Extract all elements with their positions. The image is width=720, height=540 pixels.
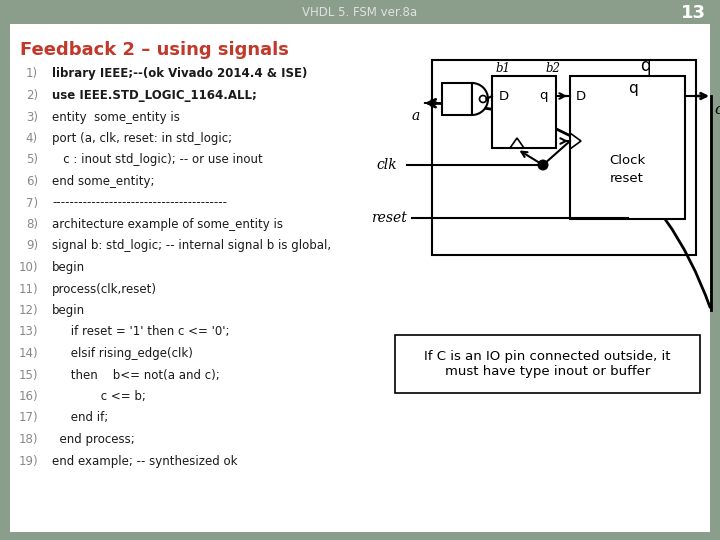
Text: use IEEE.STD_LOGIC_1164.ALL;: use IEEE.STD_LOGIC_1164.ALL;	[52, 89, 257, 102]
Text: q: q	[628, 80, 638, 96]
Bar	[395, 335, 700, 393]
Text: end some_entity;: end some_entity;	[52, 175, 155, 188]
Text: entity  some_entity is: entity some_entity is	[52, 111, 180, 124]
Text: 1): 1)	[26, 68, 38, 80]
Circle shape	[538, 159, 549, 171]
Bar	[492, 76, 556, 148]
Text: 13: 13	[680, 4, 706, 22]
Circle shape	[480, 96, 487, 103]
Text: end process;: end process;	[52, 433, 135, 446]
Text: process(clk,reset): process(clk,reset)	[52, 282, 157, 295]
Text: reset: reset	[371, 211, 407, 225]
Text: port (a, clk, reset: in std_logic;: port (a, clk, reset: in std_logic;	[52, 132, 232, 145]
Text: architecture example of some_entity is: architecture example of some_entity is	[52, 218, 283, 231]
Text: then    b<= not(a and c);: then b<= not(a and c);	[52, 368, 220, 381]
Bar	[570, 76, 685, 219]
Bar	[432, 60, 696, 255]
Text: Clock: Clock	[609, 154, 645, 167]
Text: VHDL 5. FSM ver.8a: VHDL 5. FSM ver.8a	[302, 6, 418, 19]
Text: c <= b;: c <= b;	[52, 390, 146, 403]
Text: D: D	[576, 90, 586, 103]
Text: signal b: std_logic; -- internal signal b is global,: signal b: std_logic; -- internal signal …	[52, 240, 331, 253]
Text: 12): 12)	[19, 304, 38, 317]
Text: begin: begin	[52, 304, 85, 317]
Text: if reset = '1' then c <= '0';: if reset = '1' then c <= '0';	[52, 326, 230, 339]
Text: 11): 11)	[19, 282, 38, 295]
Text: c : inout std_logic); -- or use inout: c : inout std_logic); -- or use inout	[52, 153, 263, 166]
Text: 15): 15)	[19, 368, 38, 381]
Text: 8): 8)	[26, 218, 38, 231]
Wedge shape	[472, 83, 488, 115]
Text: elsif rising_edge(clk): elsif rising_edge(clk)	[52, 347, 193, 360]
Text: q: q	[640, 57, 651, 75]
Text: end if;: end if;	[52, 411, 108, 424]
Text: 18): 18)	[19, 433, 38, 446]
Text: b2: b2	[545, 62, 560, 75]
Bar	[442, 83, 472, 115]
Text: If C is an IO pin connected outside, it
must have type inout or buffer: If C is an IO pin connected outside, it …	[424, 350, 671, 378]
FancyArrowPatch shape	[428, 99, 710, 307]
Text: 5): 5)	[26, 153, 38, 166]
Text: 13): 13)	[19, 326, 38, 339]
Text: reset: reset	[610, 172, 644, 185]
Text: 7): 7)	[26, 197, 38, 210]
Text: a: a	[412, 109, 420, 123]
Text: end example; -- synthesized ok: end example; -- synthesized ok	[52, 455, 238, 468]
Text: c: c	[714, 103, 720, 117]
Text: q: q	[539, 90, 547, 103]
Text: Feedback 2 – using signals: Feedback 2 – using signals	[20, 41, 289, 59]
Text: ----------------------------------------: ----------------------------------------	[52, 197, 227, 210]
Text: 9): 9)	[26, 240, 38, 253]
Text: b1: b1	[495, 62, 510, 75]
Text: 19): 19)	[19, 455, 38, 468]
Text: 17): 17)	[19, 411, 38, 424]
Text: 4): 4)	[26, 132, 38, 145]
Text: clk: clk	[377, 158, 397, 172]
Text: 2): 2)	[26, 89, 38, 102]
Text: 14): 14)	[19, 347, 38, 360]
Text: 16): 16)	[19, 390, 38, 403]
Text: begin: begin	[52, 261, 85, 274]
Text: 3): 3)	[26, 111, 38, 124]
Text: library IEEE;--(ok Vivado 2014.4 & ISE): library IEEE;--(ok Vivado 2014.4 & ISE)	[52, 68, 307, 80]
Text: 6): 6)	[26, 175, 38, 188]
Text: D: D	[499, 90, 509, 103]
Text: 10): 10)	[19, 261, 38, 274]
